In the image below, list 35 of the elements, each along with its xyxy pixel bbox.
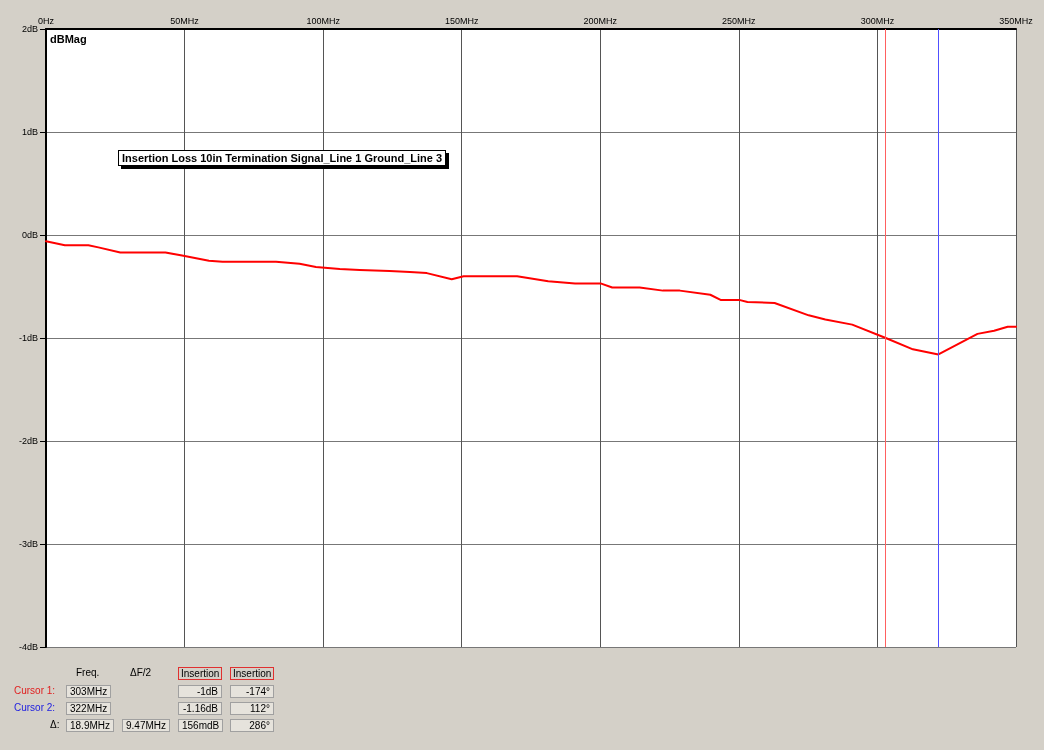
text: Δ: [50,719,60,730]
text: Insertion [178,667,223,680]
text: -1.16dB [178,702,222,715]
text: Cursor 1: [14,685,56,696]
x-tick-label: 300MHz [860,15,895,26]
text: -174° [230,685,274,698]
annotation: Insertion Loss 10in Termination Signal_Line 1 Ground_Line 3 [118,150,447,166]
y-tick-label: -3dB [18,539,38,549]
text: 303MHz [66,685,112,698]
y-tick-label: -4dB [18,642,38,652]
x-tick-label: 50MHz [170,15,200,26]
text: 9.47MHz [122,719,171,732]
text: Insertion [230,667,275,680]
text: -1dB [178,685,222,698]
x-tick-label: 250MHz [722,15,757,26]
y-axis-title: dBMag [50,33,87,45]
text: Freq. [76,667,100,678]
text: 156mdB [178,719,224,732]
y-tick-label: 1dB [21,127,38,137]
y-tick-label: 0dB [21,230,38,240]
y-tick-label: -1dB [18,333,38,343]
x-tick-label: 150MHz [444,15,479,26]
text: 112° [230,702,274,715]
text: 18.9MHz [66,719,115,732]
text: ΔF/2 [130,667,152,678]
x-tick-label: 200MHz [583,15,618,26]
x-tick-label: 0Hz [37,15,55,26]
text: Cursor 2: [14,702,56,713]
line-series [45,240,1017,356]
x-tick-label: 350MHz [999,15,1034,26]
y-tick-label: 2dB [21,24,38,34]
y-tick-label: -2dB [18,436,38,446]
text: 322MHz [66,702,112,715]
text: 286° [230,719,274,732]
x-tick-label: 100MHz [306,15,341,26]
